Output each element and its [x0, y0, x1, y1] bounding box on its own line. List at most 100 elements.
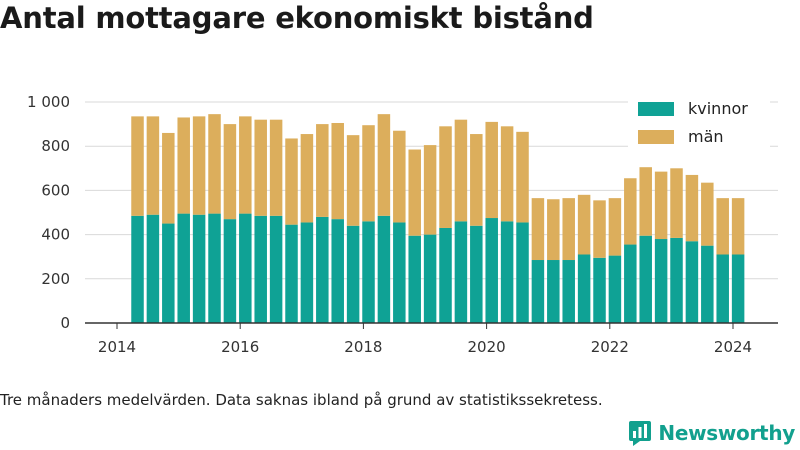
- bar-man: [531, 198, 545, 261]
- bar-kvinnor: [670, 237, 683, 323]
- bar-man: [269, 119, 283, 216]
- bar-kvinnor: [500, 221, 514, 323]
- bar-kvinnor: [362, 221, 375, 323]
- bar-kvinnor: [454, 221, 468, 323]
- newsworthy-logo-icon: [629, 421, 652, 446]
- bar-kvinnor: [131, 215, 144, 323]
- bar-man: [146, 116, 160, 215]
- bar-man: [393, 130, 406, 223]
- bar-kvinnor: [516, 222, 529, 323]
- bar-kvinnor: [208, 213, 221, 323]
- bar-man: [285, 138, 298, 225]
- legend: kvinnor män: [628, 94, 770, 150]
- bar-kvinnor: [162, 223, 175, 323]
- y-tick-label: 400: [41, 226, 70, 244]
- chart: 0 200 400 600 800 1 000 2014 2016 2018 2020 2022 20…: [27, 93, 778, 356]
- bars: [131, 114, 745, 323]
- bar-man: [670, 168, 683, 238]
- bar-kvinnor: [439, 227, 452, 323]
- bar-kvinnor: [562, 260, 575, 323]
- legend-label: män: [688, 127, 724, 146]
- bar-kvinnor: [531, 260, 545, 323]
- bar-kvinnor: [608, 255, 622, 323]
- bar-kvinnor: [316, 216, 329, 323]
- bar-man: [685, 174, 699, 242]
- bar-kvinnor: [377, 215, 391, 323]
- bar-man: [316, 124, 329, 217]
- bar-kvinnor: [239, 213, 252, 323]
- bar-man: [485, 121, 498, 219]
- bar-kvinnor: [192, 214, 206, 323]
- bar-kvinnor: [223, 219, 237, 323]
- y-tick-label: 1 000: [27, 93, 70, 111]
- bar-man: [300, 134, 314, 223]
- x-tick-label: 2018: [344, 338, 382, 356]
- bar-man: [408, 149, 421, 236]
- bar-kvinnor: [346, 225, 360, 323]
- bar-kvinnor: [624, 244, 637, 323]
- bar-kvinnor: [593, 257, 606, 323]
- bar-kvinnor: [146, 214, 160, 323]
- page-title: Antal mottagare ekonomiskt bistånd: [0, 1, 594, 35]
- bar-kvinnor: [254, 215, 267, 323]
- x-tick-label: 2022: [591, 338, 629, 356]
- bar-kvinnor: [470, 225, 483, 323]
- bar-man: [716, 198, 729, 255]
- brand-logo: Newsworthy: [628, 419, 795, 447]
- bar-man: [131, 116, 144, 216]
- bar-kvinnor: [731, 254, 745, 323]
- bar-man: [192, 116, 206, 215]
- bar-man: [454, 119, 468, 222]
- x-tick-label: 2014: [98, 338, 136, 356]
- bar-kvinnor: [547, 260, 560, 323]
- bar-man: [624, 178, 637, 245]
- x-tick-label: 2020: [468, 338, 506, 356]
- y-tick-label: 600: [41, 181, 70, 199]
- bar-man: [577, 194, 591, 255]
- bar-kvinnor: [300, 222, 314, 323]
- bar-man: [593, 200, 606, 258]
- legend-swatch: [638, 130, 674, 144]
- bar-man: [562, 198, 575, 261]
- bar-kvinnor: [716, 254, 729, 323]
- bar-man: [362, 125, 375, 222]
- bar-kvinnor: [393, 222, 406, 323]
- bar-man: [654, 171, 668, 240]
- bar-man: [439, 126, 452, 228]
- bar-man: [701, 182, 714, 246]
- bar-kvinnor: [423, 234, 437, 323]
- bar-kvinnor: [577, 254, 591, 323]
- bar-man: [423, 145, 437, 235]
- x-tick-label: 2016: [221, 338, 259, 356]
- bar-man: [731, 198, 745, 255]
- bar-man: [547, 199, 560, 261]
- bar-kvinnor: [408, 235, 421, 323]
- bar-man: [346, 135, 360, 226]
- axes: 0 200 400 600 800 1 000 2014 2016 2018 2020 2022 20…: [27, 93, 778, 356]
- bar-man: [639, 167, 652, 236]
- bar-kvinnor: [485, 218, 498, 323]
- bar-man: [239, 116, 252, 214]
- bar-man: [608, 198, 622, 256]
- bar-man: [470, 134, 483, 226]
- bar-kvinnor: [177, 213, 190, 323]
- bar-kvinnor: [701, 245, 714, 323]
- legend-label: kvinnor: [688, 99, 748, 118]
- bar-man: [254, 119, 267, 216]
- y-tick-label: 800: [41, 137, 70, 155]
- bar-man: [223, 124, 237, 220]
- bar-man: [331, 122, 344, 220]
- x-tick-label: 2024: [714, 338, 752, 356]
- bar-man: [500, 126, 514, 222]
- bar-kvinnor: [331, 219, 344, 323]
- bar-man: [516, 131, 529, 223]
- bar-man: [162, 132, 175, 224]
- bar-man: [177, 117, 190, 214]
- chart-footnote: Tre månaders medelvärden. Data saknas ib…: [0, 391, 603, 409]
- bar-man: [208, 114, 221, 214]
- brand-name: Newsworthy: [658, 421, 795, 445]
- bar-kvinnor: [639, 235, 652, 323]
- bar-kvinnor: [685, 241, 699, 323]
- bar-kvinnor: [269, 215, 283, 323]
- bar-man: [377, 114, 391, 216]
